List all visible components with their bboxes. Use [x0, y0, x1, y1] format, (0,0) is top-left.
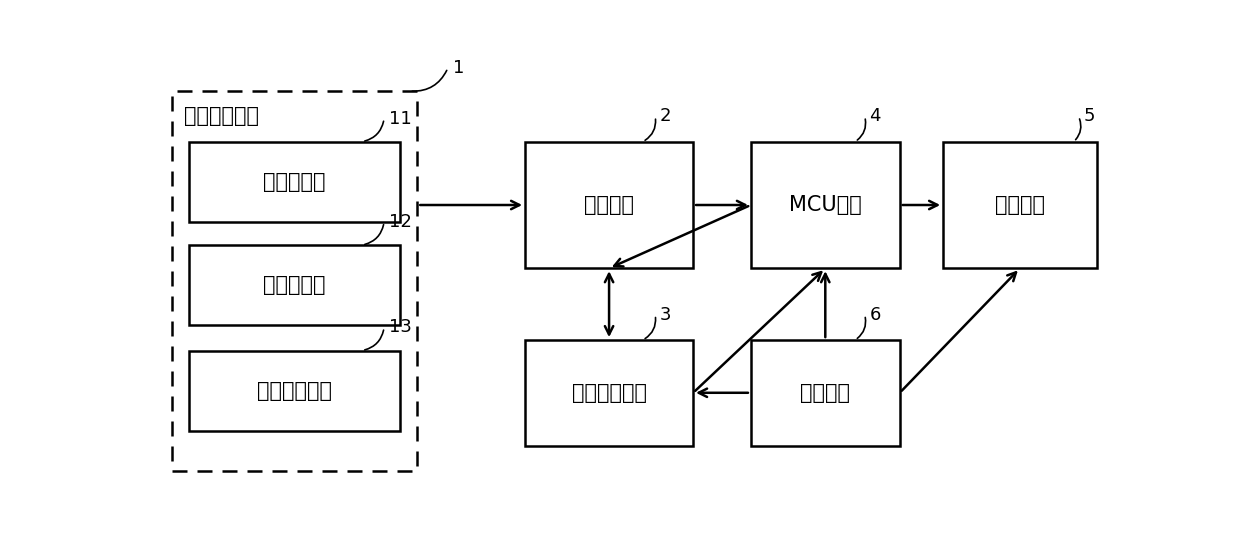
Text: 1: 1	[453, 59, 464, 77]
Bar	[188, 351, 401, 431]
Text: 超声传感器: 超声传感器	[263, 275, 326, 295]
Text: 温度传感器: 温度传感器	[263, 172, 326, 192]
Text: 12: 12	[389, 213, 412, 231]
Text: 地电波传感器: 地电波传感器	[257, 381, 332, 401]
Bar	[942, 142, 1096, 269]
Text: 13: 13	[389, 318, 412, 336]
Text: 通讯模块: 通讯模块	[994, 195, 1045, 215]
Bar	[751, 142, 900, 269]
Text: 11: 11	[389, 110, 412, 128]
Text: 5: 5	[1084, 107, 1095, 125]
Text: 信号发生模块: 信号发生模块	[572, 383, 646, 403]
Bar	[188, 142, 401, 222]
Bar	[172, 91, 418, 471]
Bar	[188, 245, 401, 326]
Bar	[525, 142, 693, 269]
Text: MCU模块: MCU模块	[789, 195, 862, 215]
Text: 信号采集模块: 信号采集模块	[184, 106, 259, 126]
Text: 4: 4	[869, 107, 880, 125]
Bar	[525, 340, 693, 446]
Text: 调理模块: 调理模块	[584, 195, 634, 215]
Text: 6: 6	[869, 306, 880, 324]
Text: 供电模块: 供电模块	[800, 383, 851, 403]
Text: 2: 2	[660, 107, 672, 125]
Text: 3: 3	[660, 306, 672, 324]
Bar	[751, 340, 900, 446]
